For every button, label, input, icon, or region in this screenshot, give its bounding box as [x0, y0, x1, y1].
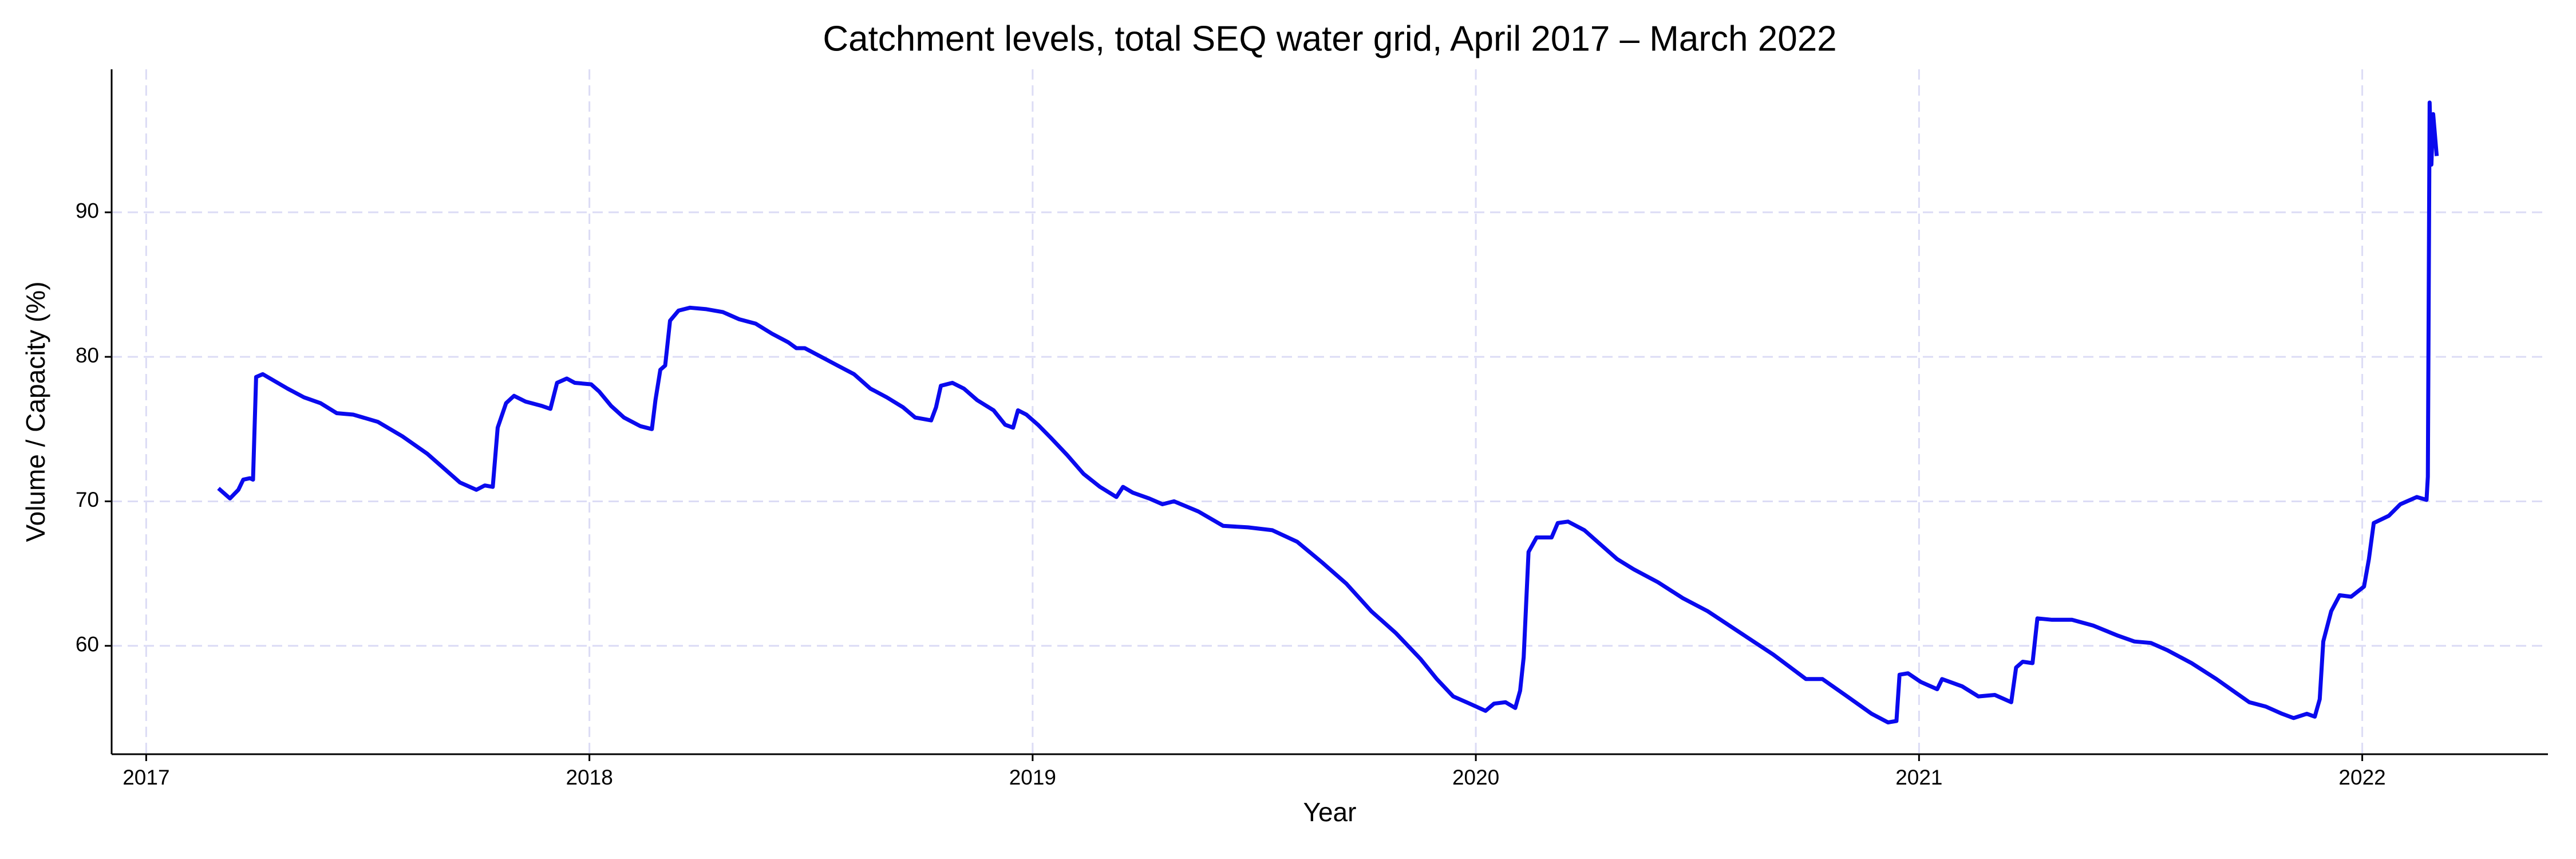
y-tick-label: 80: [76, 344, 99, 367]
x-tick-label: 2022: [2338, 766, 2385, 789]
y-tick-label: 70: [76, 488, 99, 511]
y-tick-label: 60: [76, 633, 99, 656]
chart-title: Catchment levels, total SEQ water grid, …: [823, 19, 1836, 58]
data-line: [217, 100, 2439, 724]
y-axis-label: Volume / Capacity (%): [21, 281, 50, 542]
x-tick-label: 2018: [566, 766, 613, 789]
x-tick-label: 2019: [1009, 766, 1056, 789]
x-tick-label: 2020: [1452, 766, 1499, 789]
y-tick-label: 90: [76, 199, 99, 223]
x-tick-label: 2021: [1895, 766, 1942, 789]
x-tick-label: 2017: [123, 766, 169, 789]
x-axis-label: Year: [1303, 797, 1357, 827]
